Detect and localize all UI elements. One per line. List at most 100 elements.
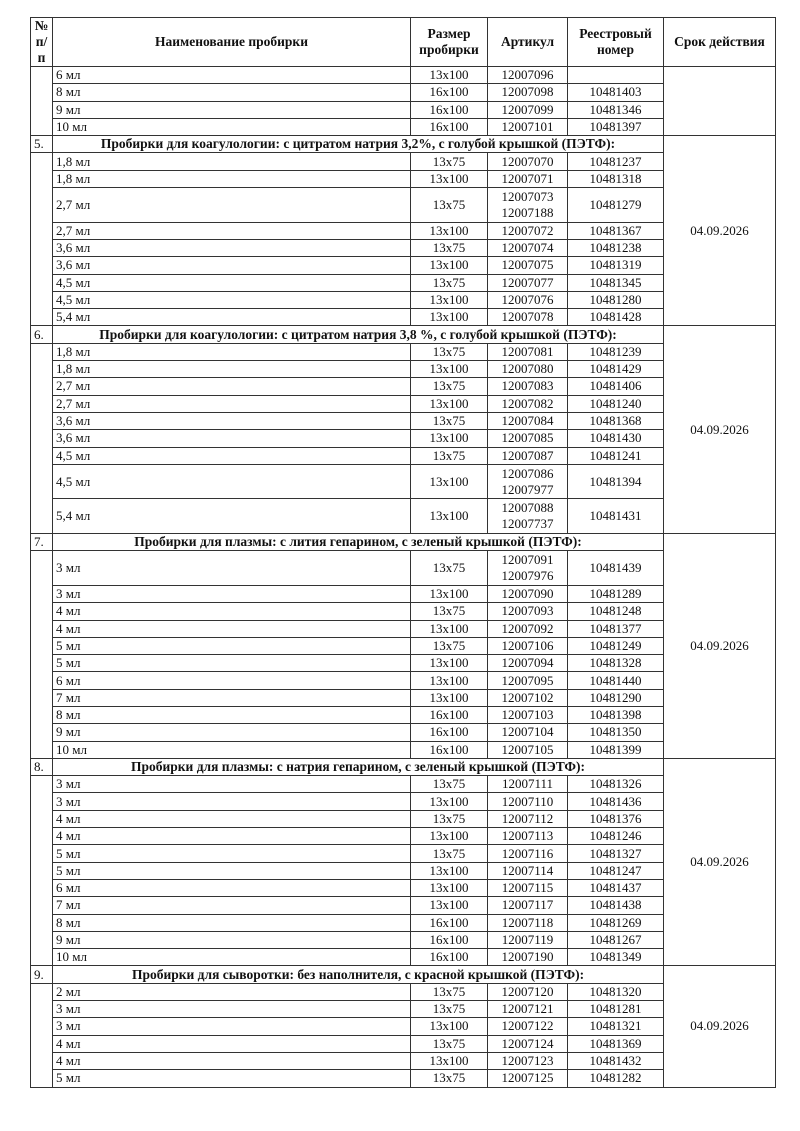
- registry-number: 10481349: [567, 948, 664, 967]
- tube-size: 16x100: [410, 100, 488, 119]
- registry-number: 10481429: [567, 360, 664, 379]
- tube-name: 5 мл: [52, 654, 411, 673]
- article-number: 12007105: [501, 741, 554, 757]
- registry-number: 10481394: [567, 463, 664, 500]
- expiry-date: 04.09.2026: [663, 965, 776, 1088]
- tube-size: 13x100: [410, 584, 488, 604]
- section-title: Пробирки для коагулологии: с цитратом на…: [52, 325, 664, 344]
- table-row: 4 мл 13x75 12007112 10481376: [31, 809, 776, 829]
- article-cell: 12007090: [487, 584, 568, 604]
- article-number: 12007111: [501, 776, 554, 792]
- article-number: 12007080: [501, 361, 554, 377]
- expiry-date: [663, 65, 776, 137]
- section-title: Пробирки для плазмы: с лития гепарином, …: [52, 533, 664, 552]
- expiry-date: 04.09.2026: [663, 135, 776, 327]
- tube-size: 13x75: [410, 187, 488, 223]
- tube-size: 13x100: [410, 861, 488, 880]
- registry-number: 10481289: [567, 584, 664, 604]
- tube-size: 13x75: [410, 1034, 488, 1053]
- article-cell: 12007091 12007976: [487, 550, 568, 586]
- registry-number: 10481327: [567, 844, 664, 863]
- article-number: 12007104: [501, 724, 554, 740]
- tube-size: 16x100: [410, 705, 488, 725]
- tube-name: 3 мл: [52, 1017, 411, 1036]
- article-number: 12007103: [501, 707, 554, 723]
- article-number: 12007093: [501, 603, 554, 619]
- tube-size: 13x100: [410, 360, 488, 379]
- article-cell: 12007112: [487, 809, 568, 829]
- registry-number: 10481326: [567, 775, 664, 794]
- tube-size: 13x75: [410, 844, 488, 863]
- tube-name: 4,5 мл: [52, 290, 411, 310]
- article-cell: 12007123: [487, 1051, 568, 1071]
- article-number: 12007075: [501, 257, 554, 273]
- registry-number: 10481439: [567, 550, 664, 586]
- article-cell: 12007092: [487, 619, 568, 638]
- registry-number: [567, 65, 664, 85]
- article-number: 12007102: [501, 689, 554, 705]
- article-cell: 12007121: [487, 1000, 568, 1019]
- tubes-table: № п/п Наименование пробирки Размер проби…: [30, 17, 776, 1088]
- tube-size: 13x75: [410, 273, 488, 292]
- tube-name: 1,8 мл: [52, 342, 411, 362]
- article-number: 12007092: [501, 620, 554, 636]
- table-row: 3,6 мл 13x100 12007085 10481430: [31, 429, 776, 448]
- number-cell-empty: [30, 342, 53, 535]
- article-cell: 12007088 12007737: [487, 498, 568, 535]
- registry-number: 10481246: [567, 827, 664, 846]
- tube-size: 13x75: [410, 1069, 488, 1088]
- registry-number: 10481269: [567, 913, 664, 932]
- tube-size: 16x100: [410, 83, 488, 102]
- tube-size: 13x100: [410, 498, 488, 535]
- article-cell: 12007114: [487, 861, 568, 880]
- registry-number: 10481239: [567, 342, 664, 362]
- registry-number: 10481249: [567, 636, 664, 656]
- tube-name: 5 мл: [52, 636, 411, 656]
- article-number: 12007113: [501, 828, 554, 844]
- header-size: Размер пробирки: [410, 17, 488, 67]
- registry-number: 10481438: [567, 896, 664, 915]
- tube-name: 7 мл: [52, 688, 411, 707]
- article-number: 12007976: [501, 568, 554, 584]
- registry-number: 10481320: [567, 982, 664, 1002]
- tube-size: 13x75: [410, 775, 488, 794]
- article-number: 12007117: [501, 897, 554, 913]
- article-number: 12007071: [501, 170, 554, 186]
- tube-name: 7 мл: [52, 896, 411, 915]
- tube-size: 13x100: [410, 619, 488, 638]
- tube-name: 10 мл: [52, 740, 411, 759]
- table-row: 5 мл 13x75 12007106 10481249: [31, 636, 776, 656]
- article-cell: 12007102: [487, 688, 568, 707]
- registry-number: 10481238: [567, 238, 664, 258]
- article-number: 12007124: [501, 1035, 554, 1051]
- section-title-row: 6. Пробирки для коагулологии: с цитратом …: [30, 325, 776, 535]
- registry-number: 10481279: [567, 187, 664, 223]
- tube-name: 1,8 мл: [52, 169, 411, 189]
- tube-name: 8 мл: [52, 913, 411, 932]
- registry-number: 10481397: [567, 117, 664, 137]
- registry-number: 10481281: [567, 1000, 664, 1019]
- tube-name: 5 мл: [52, 861, 411, 880]
- tube-name: 4 мл: [52, 1034, 411, 1053]
- tube-name: 4 мл: [52, 1051, 411, 1071]
- tube-size: 16x100: [410, 948, 488, 967]
- registry-number: 10481437: [567, 878, 664, 898]
- article-number: 12007106: [501, 637, 554, 653]
- tube-name: 5,4 мл: [52, 308, 411, 327]
- article-number: 12007977: [501, 481, 554, 497]
- tube-size: 13x100: [410, 1017, 488, 1036]
- article-number: 12007122: [501, 1018, 554, 1034]
- article-number: 12007070: [501, 153, 554, 169]
- table-row: 1,8 мл 13x75 12007081 10481239: [30, 342, 776, 535]
- article-number: 12007087: [501, 447, 554, 463]
- tube-size: 13x100: [410, 394, 488, 413]
- article-number: 12007082: [501, 395, 554, 411]
- expiry-date: 04.09.2026: [663, 533, 776, 759]
- table-row: 1,8 мл 13x100 12007071 10481318: [31, 169, 776, 189]
- article-cell: 12007076: [487, 290, 568, 310]
- article-number: 12007119: [501, 931, 554, 947]
- registry-number: 10481237: [567, 152, 664, 171]
- tube-name: 2,7 мл: [52, 394, 411, 413]
- tube-name: 2 мл: [52, 982, 411, 1002]
- article-cell: 12007078: [487, 308, 568, 327]
